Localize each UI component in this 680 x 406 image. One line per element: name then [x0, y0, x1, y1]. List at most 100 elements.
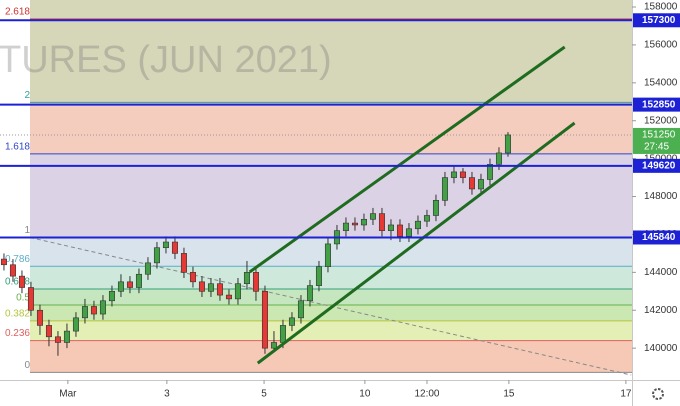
candle-body — [135, 273, 142, 288]
last-price-label: 151250 — [642, 130, 676, 141]
y-tick-label: 156000 — [644, 40, 678, 51]
candle-body — [414, 220, 421, 230]
fib-zone — [30, 237, 632, 267]
candle-body — [306, 285, 313, 302]
candle-body — [324, 243, 331, 267]
level-tag-label: 149620 — [642, 160, 676, 171]
candle-body — [207, 283, 214, 292]
x-tick-label: Mar — [59, 389, 77, 400]
fib-zone — [30, 153, 632, 238]
candle-body — [36, 309, 43, 326]
y-tick-label: 150000 — [644, 153, 678, 164]
candle-body — [297, 300, 304, 319]
watermark: TURES (JUN 2021) — [0, 39, 332, 81]
fib-zone — [30, 320, 632, 341]
fib-zone — [30, 102, 632, 154]
candle-body — [18, 275, 25, 288]
x-tick-label: 15 — [503, 389, 515, 400]
level-tag-label: 145840 — [642, 232, 676, 243]
candle-body — [72, 317, 79, 332]
level-tag — [633, 158, 680, 173]
candle-body — [369, 213, 376, 220]
price-axis — [632, 0, 680, 406]
candle-body — [99, 300, 106, 315]
level-tag — [633, 230, 680, 245]
candle-body — [216, 283, 223, 296]
level-tag — [633, 97, 680, 112]
candle-body — [0, 258, 7, 266]
candle-body — [108, 291, 115, 302]
candle-body — [486, 164, 493, 180]
fib-zone — [30, 18, 632, 103]
candle-body — [171, 241, 178, 254]
candle-body — [153, 247, 160, 264]
fib-label: 2 — [24, 90, 30, 101]
candle-body — [387, 224, 394, 231]
settings-icon[interactable] — [652, 388, 664, 400]
countdown-label: 27:45 — [644, 142, 669, 153]
y-tick-label: 152000 — [644, 115, 678, 126]
candle-body — [396, 224, 403, 237]
candle-body — [27, 287, 34, 311]
candle-body — [405, 228, 412, 237]
candle-body — [180, 253, 187, 273]
candle-body — [288, 317, 295, 326]
candle-body — [423, 215, 430, 222]
candle-body — [351, 222, 358, 226]
candle-body — [63, 330, 70, 343]
candle-body — [9, 264, 16, 277]
time-axis — [0, 380, 680, 406]
y-tick-label: 158000 — [644, 2, 678, 13]
candle-body — [117, 281, 124, 292]
candle-body — [144, 262, 151, 275]
fib-zone — [30, 304, 632, 321]
fib-label: 0 — [24, 360, 30, 371]
candle-body — [243, 272, 250, 285]
fib-label: 0.5 — [16, 293, 30, 304]
fib-zone — [30, 340, 632, 373]
x-tick-label: 12:00 — [414, 389, 439, 400]
candle-body — [315, 266, 322, 286]
y-tick-label: 142000 — [644, 305, 678, 316]
candle-body — [270, 342, 277, 349]
candle-body — [504, 134, 511, 154]
candle-body — [360, 218, 367, 226]
candle-body — [252, 272, 259, 292]
level-tag-label: 152850 — [642, 99, 676, 110]
x-tick-label: 5 — [261, 389, 267, 400]
trend-line — [248, 45, 566, 274]
candle-body — [279, 325, 286, 343]
candle-body — [198, 281, 205, 292]
candle-body — [459, 171, 466, 178]
fib-label: 1.618 — [5, 142, 30, 153]
y-tick-label: 140000 — [644, 343, 678, 354]
candle-body — [432, 200, 439, 216]
fib-zone — [30, 289, 632, 305]
candle-body — [234, 283, 241, 300]
candle-body — [45, 325, 52, 338]
candle-body — [378, 213, 385, 231]
fib-label: 0.618 — [5, 277, 30, 288]
x-tick-label: 3 — [164, 389, 170, 400]
last-price-tag — [633, 127, 680, 154]
candle-body — [342, 222, 349, 231]
candle-body — [495, 152, 502, 165]
y-tick-label: 154000 — [644, 77, 678, 88]
candle-body — [81, 306, 88, 319]
x-tick-label: 17 — [620, 389, 632, 400]
fib-zone — [30, 0, 632, 19]
fib-label: 0.236 — [5, 328, 30, 339]
candle-body — [90, 306, 97, 315]
candle-body — [441, 177, 448, 201]
trend-line — [256, 121, 576, 365]
y-tick-label: 148000 — [644, 191, 678, 202]
fib-label: 2.618 — [5, 7, 30, 18]
fib-label: 0.786 — [5, 254, 30, 265]
x-tick-label: 10 — [359, 389, 371, 400]
candle-body — [261, 291, 268, 349]
candle-body — [450, 171, 457, 178]
candle-body — [477, 179, 484, 190]
fib-label: 0.382 — [5, 309, 30, 320]
candle-body — [126, 281, 133, 288]
